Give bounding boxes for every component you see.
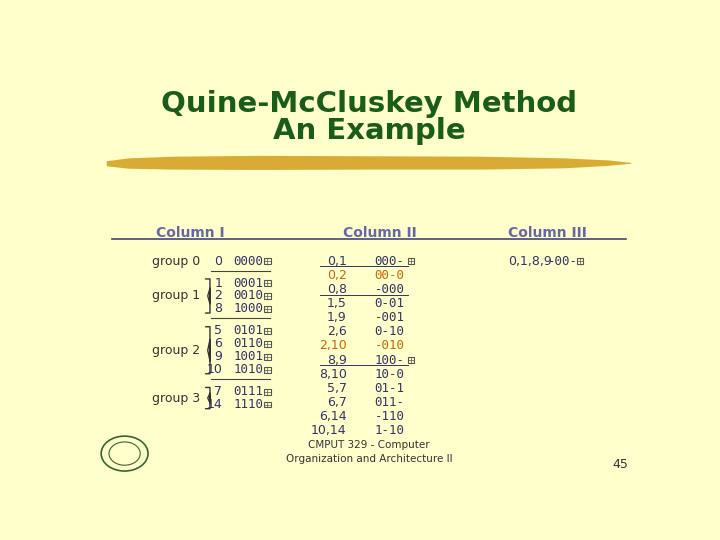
Text: 0101: 0101 [233,325,264,338]
Bar [264,354,271,360]
Text: -110: -110 [374,410,405,423]
Text: 0001: 0001 [233,276,264,289]
Text: 011-: 011- [374,396,405,409]
Text: 6,7: 6,7 [327,396,347,409]
Text: 6: 6 [215,338,222,350]
Text: Quine-McCluskey Method: Quine-McCluskey Method [161,90,577,118]
Bar [264,402,271,408]
Text: 1-10: 1-10 [374,424,405,437]
Text: 0110: 0110 [233,338,264,350]
Text: 0,2: 0,2 [327,269,347,282]
Bar [408,357,414,363]
Text: 0: 0 [215,254,222,267]
Text: 0,1,8,9: 0,1,8,9 [508,254,552,267]
Text: 10: 10 [207,363,222,376]
Text: 10-0: 10-0 [374,368,405,381]
Text: 00-0: 00-0 [374,269,405,282]
Bar [264,293,271,299]
Text: 0111: 0111 [233,385,264,398]
Bar [577,258,583,264]
Bar [264,367,271,373]
Text: 1,5: 1,5 [327,297,347,310]
Text: group 3: group 3 [153,392,200,404]
Text: 2,10: 2,10 [319,339,347,353]
Text: 2: 2 [215,289,222,302]
Text: 1000: 1000 [233,302,264,315]
Text: 1: 1 [215,276,222,289]
Text: 000-: 000- [374,254,405,267]
Bar [264,328,271,334]
Text: 5: 5 [215,325,222,338]
Text: 1,9: 1,9 [327,311,347,324]
Text: 0,8: 0,8 [327,283,347,296]
Bar [264,258,271,264]
Text: 6,14: 6,14 [319,410,347,423]
Text: -000: -000 [374,283,405,296]
Text: 5,7: 5,7 [327,382,347,395]
Text: Column III: Column III [508,226,587,240]
Text: 2,6: 2,6 [327,325,347,338]
Text: Column II: Column II [343,226,417,240]
Bar [264,280,271,286]
Text: CMPUT 329 - Computer
Organization and Architecture II: CMPUT 329 - Computer Organization and Ar… [286,440,452,464]
Text: 0-01: 0-01 [374,297,405,310]
Text: group 2: group 2 [153,344,200,357]
Text: 01-1: 01-1 [374,382,405,395]
Text: group 0: group 0 [152,254,200,267]
Text: 0000: 0000 [233,254,264,267]
Text: 10,14: 10,14 [311,424,347,437]
Text: Column I: Column I [156,226,225,240]
Polygon shape [107,156,631,170]
Text: 14: 14 [207,398,222,411]
Text: 8,9: 8,9 [327,354,347,367]
Text: 7: 7 [215,385,222,398]
Text: 9: 9 [215,350,222,363]
Text: 0-10: 0-10 [374,325,405,338]
Text: 45: 45 [613,458,629,471]
Text: -00-: -00- [547,254,577,267]
Text: 8,10: 8,10 [319,368,347,381]
Bar [264,306,271,312]
Text: 1110: 1110 [233,398,264,411]
Text: -010: -010 [374,339,405,353]
Text: An Example: An Example [273,117,465,145]
Text: 100-: 100- [374,354,405,367]
Text: 8: 8 [215,302,222,315]
Text: 0010: 0010 [233,289,264,302]
Text: 0,1: 0,1 [327,254,347,267]
Bar [264,341,271,347]
Text: group 1: group 1 [153,289,200,302]
Bar [264,389,271,395]
Text: -001: -001 [374,311,405,324]
Bar [408,258,414,264]
Text: 1001: 1001 [233,350,264,363]
Text: 1010: 1010 [233,363,264,376]
